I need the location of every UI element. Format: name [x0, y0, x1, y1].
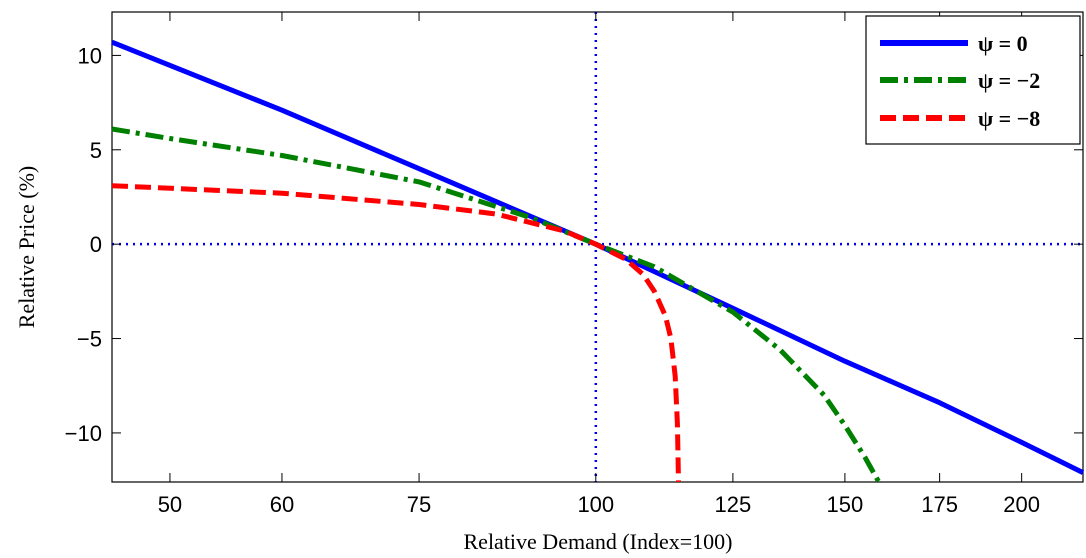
x-tick-label: 75	[407, 492, 431, 517]
x-tick-label: 60	[270, 492, 294, 517]
y-axis: 10 5 0 −5 −10	[65, 43, 1083, 446]
legend: ψ = 0 ψ = −2 ψ = −8	[865, 15, 1081, 145]
x-tick-label: 175	[921, 492, 958, 517]
series-layer	[111, 39, 1085, 484]
x-tick-label: 100	[577, 492, 614, 517]
x-tick-label: 125	[715, 492, 752, 517]
y-axis-title: Relative Price (%)	[14, 166, 39, 329]
y-tick-label: −5	[77, 327, 102, 352]
y-tick-label: −10	[65, 421, 102, 446]
series-line-1	[111, 126, 881, 484]
x-axis-title: Relative Demand (Index=100)	[464, 529, 733, 554]
legend-label-psi-minus-8: ψ = −8	[978, 106, 1040, 131]
y-tick-label: 5	[90, 138, 102, 163]
x-tick-label: 50	[158, 492, 182, 517]
y-tick-label: 10	[78, 43, 102, 68]
plot-frame	[111, 11, 1084, 483]
series-line-2	[111, 183, 681, 483]
legend-label-psi-minus-2: ψ = −2	[978, 68, 1040, 93]
y-tick-label: 0	[90, 232, 102, 257]
legend-box	[865, 15, 1081, 145]
series-line-0	[111, 39, 1085, 475]
x-axis: 50 60 75 100 125 150 175 200	[158, 12, 1040, 517]
x-tick-label: 150	[827, 492, 864, 517]
legend-label-psi-0: ψ = 0	[978, 31, 1028, 56]
x-tick-label: 200	[1003, 492, 1040, 517]
reference-lines	[112, 12, 1083, 482]
